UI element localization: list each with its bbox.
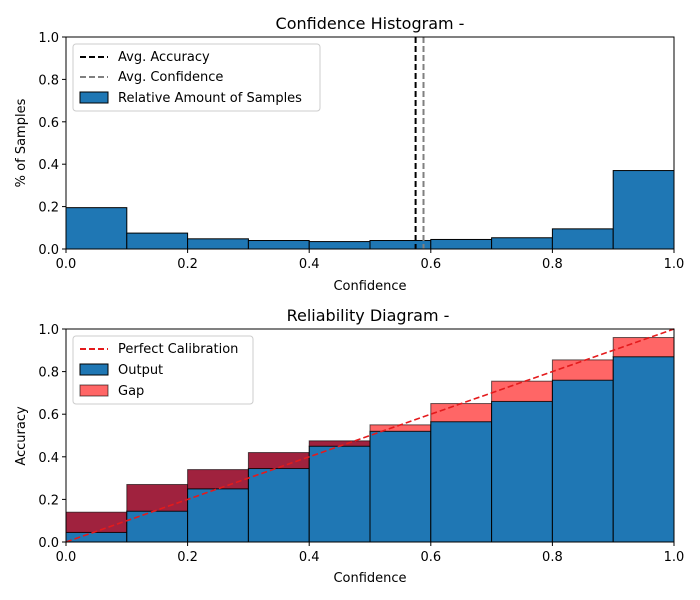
chart1-ytick-label: 0.8 — [38, 73, 59, 88]
histogram-bar — [613, 171, 674, 249]
chart1-y-ticks: 0.0 0.2 0.4 0.6 0.8 1.0 — [38, 31, 66, 258]
legend-avg-accuracy-label: Avg. Accuracy — [118, 50, 210, 65]
histogram-bar — [188, 239, 249, 249]
chart1-ytick-label: 0.0 — [38, 243, 59, 258]
confidence-histogram-chart: Confidence Histogram - 0.0 0.2 0.4 0.6 0.8 1.… — [14, 14, 684, 294]
gap-bar — [552, 360, 613, 380]
chart2-ytick-label: 0.2 — [38, 493, 59, 508]
output-bar — [248, 469, 309, 542]
histogram-bar — [370, 241, 431, 249]
chart2-xtick-label: 0.8 — [542, 550, 563, 565]
chart1-vlines — [416, 37, 424, 249]
output-bar — [370, 431, 431, 542]
chart1-ytick-label: 1.0 — [38, 31, 59, 46]
chart2-legend: Perfect Calibration Output Gap — [73, 336, 253, 404]
gap-bar — [66, 512, 127, 532]
chart2-ytick-label: 0.8 — [38, 366, 59, 381]
histogram-bar — [492, 238, 553, 249]
chart1-xtick-label: 0.0 — [56, 257, 77, 272]
chart1-x-ticks: 0.0 0.2 0.4 0.6 0.8 1.0 — [56, 249, 685, 272]
histogram-bar — [431, 239, 492, 249]
gap-bar — [492, 381, 553, 401]
chart1-ytick-label: 0.4 — [38, 158, 59, 173]
chart2-ytick-label: 0.4 — [38, 451, 59, 466]
legend-gap-label: Gap — [118, 384, 144, 399]
output-bar — [66, 532, 127, 542]
histogram-bar — [66, 208, 127, 249]
chart1-bars — [66, 171, 674, 249]
chart2-xtick-label: 0.4 — [299, 550, 320, 565]
output-bar — [127, 511, 188, 542]
legend-samples-swatch — [80, 92, 108, 103]
histogram-bar — [248, 241, 309, 249]
gap-bar — [127, 484, 188, 511]
chart2-xtick-label: 1.0 — [664, 550, 685, 565]
legend-perfect-calibration-label: Perfect Calibration — [118, 342, 238, 357]
chart1-xlabel: Confidence — [333, 279, 406, 294]
output-bar — [309, 446, 370, 542]
chart1-xtick-label: 0.6 — [420, 257, 441, 272]
chart1-xtick-label: 1.0 — [664, 257, 685, 272]
gap-bar — [188, 470, 249, 489]
chart2-ytick-label: 0.0 — [38, 536, 59, 551]
chart1-ytick-label: 0.2 — [38, 201, 59, 216]
legend-avg-confidence-label: Avg. Confidence — [118, 70, 223, 85]
chart2-ytick-label: 1.0 — [38, 323, 59, 338]
chart1-xtick-label: 0.8 — [542, 257, 563, 272]
gap-bar — [370, 425, 431, 431]
output-bar — [552, 380, 613, 542]
legend-output-label: Output — [118, 363, 163, 378]
chart2-y-ticks: 0.0 0.2 0.4 0.6 0.8 1.0 — [38, 323, 66, 551]
chart2-xtick-label: 0.0 — [56, 550, 77, 565]
chart1-title: Confidence Histogram - — [276, 14, 465, 33]
reliability-diagram-chart: Reliability Diagram - 0.0 0.2 0.4 0.6 0.8 1.0… — [14, 306, 684, 586]
output-bar — [431, 422, 492, 542]
chart2-ylabel: Accuracy — [14, 406, 29, 466]
legend-output-swatch — [80, 364, 108, 375]
chart1-xtick-label: 0.2 — [177, 257, 198, 272]
chart2-xtick-label: 0.6 — [420, 550, 441, 565]
output-bar — [613, 357, 674, 542]
chart1-xtick-label: 0.4 — [299, 257, 320, 272]
histogram-bar — [309, 242, 370, 249]
histogram-bar — [127, 233, 188, 249]
chart2-title: Reliability Diagram - — [287, 306, 450, 325]
chart1-ytick-label: 0.6 — [38, 116, 59, 131]
chart2-xtick-label: 0.2 — [177, 550, 198, 565]
chart1-legend: Avg. Accuracy Avg. Confidence Relative A… — [73, 44, 320, 111]
chart2-xlabel: Confidence — [333, 571, 406, 586]
chart1-ylabel: % of Samples — [14, 98, 29, 187]
output-bar — [492, 401, 553, 542]
histogram-bar — [552, 229, 613, 249]
gap-bar — [431, 404, 492, 422]
chart2-x-ticks: 0.0 0.2 0.4 0.6 0.8 1.0 — [56, 542, 685, 565]
legend-gap-swatch — [80, 385, 108, 396]
chart2-ytick-label: 0.6 — [38, 408, 59, 423]
legend-samples-label: Relative Amount of Samples — [118, 91, 302, 106]
